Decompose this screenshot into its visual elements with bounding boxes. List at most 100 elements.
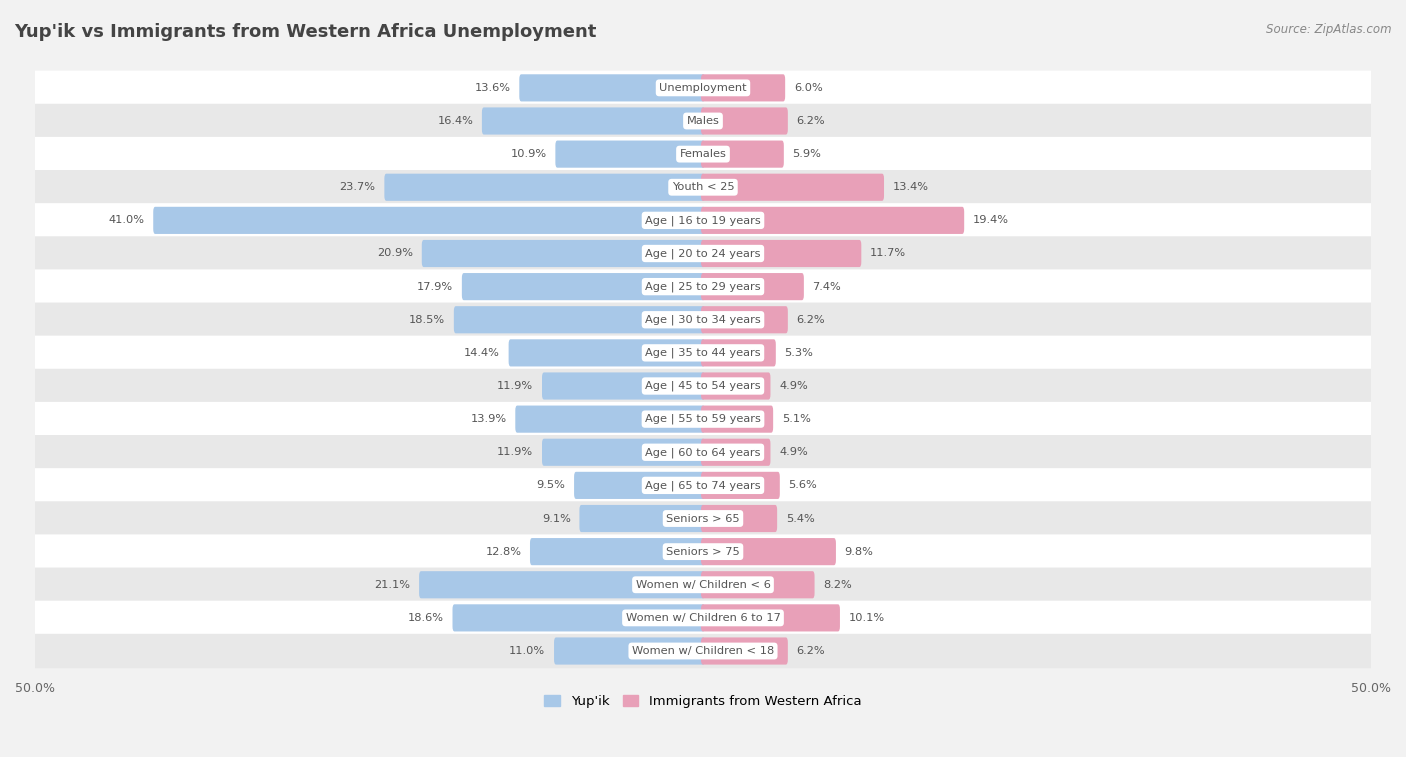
Text: 16.4%: 16.4% [437, 116, 474, 126]
Text: 13.4%: 13.4% [893, 182, 929, 192]
FancyBboxPatch shape [702, 372, 770, 400]
Text: 5.3%: 5.3% [785, 348, 813, 358]
Text: 18.6%: 18.6% [408, 613, 444, 623]
FancyBboxPatch shape [35, 534, 1371, 569]
FancyBboxPatch shape [461, 273, 704, 301]
Text: 11.9%: 11.9% [498, 447, 533, 457]
FancyBboxPatch shape [579, 505, 704, 532]
FancyBboxPatch shape [35, 335, 1371, 370]
FancyBboxPatch shape [519, 74, 704, 101]
FancyBboxPatch shape [702, 306, 787, 333]
FancyBboxPatch shape [702, 141, 783, 168]
FancyBboxPatch shape [482, 107, 704, 135]
FancyBboxPatch shape [153, 207, 704, 234]
FancyBboxPatch shape [555, 141, 704, 168]
Text: Women w/ Children 6 to 17: Women w/ Children 6 to 17 [626, 613, 780, 623]
FancyBboxPatch shape [702, 472, 780, 499]
Text: Males: Males [686, 116, 720, 126]
Text: 4.9%: 4.9% [779, 447, 808, 457]
FancyBboxPatch shape [574, 472, 704, 499]
Text: 18.5%: 18.5% [409, 315, 446, 325]
Text: 6.2%: 6.2% [797, 646, 825, 656]
FancyBboxPatch shape [35, 203, 1371, 238]
FancyBboxPatch shape [702, 273, 804, 301]
FancyBboxPatch shape [35, 70, 1371, 105]
Text: 9.8%: 9.8% [845, 547, 873, 556]
Text: 7.4%: 7.4% [813, 282, 841, 291]
Text: 14.4%: 14.4% [464, 348, 501, 358]
Text: 17.9%: 17.9% [418, 282, 453, 291]
Text: 8.2%: 8.2% [824, 580, 852, 590]
Text: Age | 45 to 54 years: Age | 45 to 54 years [645, 381, 761, 391]
Text: Age | 60 to 64 years: Age | 60 to 64 years [645, 447, 761, 457]
Text: Seniors > 65: Seniors > 65 [666, 513, 740, 524]
FancyBboxPatch shape [35, 435, 1371, 469]
FancyBboxPatch shape [702, 637, 787, 665]
FancyBboxPatch shape [35, 170, 1371, 204]
Text: 11.0%: 11.0% [509, 646, 546, 656]
FancyBboxPatch shape [702, 572, 814, 598]
FancyBboxPatch shape [35, 303, 1371, 337]
Text: Age | 20 to 24 years: Age | 20 to 24 years [645, 248, 761, 259]
Text: 21.1%: 21.1% [374, 580, 411, 590]
Text: 11.7%: 11.7% [870, 248, 905, 258]
Text: Women w/ Children < 18: Women w/ Children < 18 [631, 646, 775, 656]
Text: 20.9%: 20.9% [377, 248, 413, 258]
Text: Age | 55 to 59 years: Age | 55 to 59 years [645, 414, 761, 425]
FancyBboxPatch shape [509, 339, 704, 366]
Text: 5.4%: 5.4% [786, 513, 814, 524]
FancyBboxPatch shape [35, 369, 1371, 403]
Text: 5.9%: 5.9% [793, 149, 821, 159]
FancyBboxPatch shape [702, 240, 862, 267]
Text: 11.9%: 11.9% [498, 381, 533, 391]
Text: 9.1%: 9.1% [541, 513, 571, 524]
FancyBboxPatch shape [702, 107, 787, 135]
FancyBboxPatch shape [702, 207, 965, 234]
Text: Age | 65 to 74 years: Age | 65 to 74 years [645, 480, 761, 491]
Text: 41.0%: 41.0% [108, 216, 145, 226]
FancyBboxPatch shape [702, 339, 776, 366]
Legend: Yup'ik, Immigrants from Western Africa: Yup'ik, Immigrants from Western Africa [538, 690, 868, 714]
Text: Age | 25 to 29 years: Age | 25 to 29 years [645, 282, 761, 292]
Text: 6.0%: 6.0% [794, 83, 823, 93]
FancyBboxPatch shape [35, 236, 1371, 271]
Text: Age | 16 to 19 years: Age | 16 to 19 years [645, 215, 761, 226]
FancyBboxPatch shape [541, 438, 704, 466]
Text: 10.1%: 10.1% [849, 613, 884, 623]
Text: 13.9%: 13.9% [471, 414, 506, 424]
FancyBboxPatch shape [453, 604, 704, 631]
Text: 6.2%: 6.2% [797, 315, 825, 325]
FancyBboxPatch shape [702, 604, 839, 631]
FancyBboxPatch shape [35, 501, 1371, 536]
Text: Females: Females [679, 149, 727, 159]
Text: Source: ZipAtlas.com: Source: ZipAtlas.com [1267, 23, 1392, 36]
Text: 5.6%: 5.6% [789, 481, 817, 491]
FancyBboxPatch shape [35, 137, 1371, 171]
Text: 23.7%: 23.7% [340, 182, 375, 192]
Text: Unemployment: Unemployment [659, 83, 747, 93]
Text: 13.6%: 13.6% [475, 83, 510, 93]
Text: Women w/ Children < 6: Women w/ Children < 6 [636, 580, 770, 590]
Text: Age | 35 to 44 years: Age | 35 to 44 years [645, 347, 761, 358]
Text: Seniors > 75: Seniors > 75 [666, 547, 740, 556]
FancyBboxPatch shape [422, 240, 704, 267]
FancyBboxPatch shape [702, 505, 778, 532]
FancyBboxPatch shape [419, 572, 704, 598]
FancyBboxPatch shape [702, 538, 837, 565]
Text: 10.9%: 10.9% [510, 149, 547, 159]
Text: Yup'ik vs Immigrants from Western Africa Unemployment: Yup'ik vs Immigrants from Western Africa… [14, 23, 596, 41]
FancyBboxPatch shape [702, 406, 773, 433]
FancyBboxPatch shape [35, 269, 1371, 304]
Text: 4.9%: 4.9% [779, 381, 808, 391]
FancyBboxPatch shape [35, 600, 1371, 635]
FancyBboxPatch shape [384, 173, 704, 201]
FancyBboxPatch shape [530, 538, 704, 565]
FancyBboxPatch shape [454, 306, 704, 333]
FancyBboxPatch shape [541, 372, 704, 400]
Text: 12.8%: 12.8% [485, 547, 522, 556]
FancyBboxPatch shape [35, 468, 1371, 503]
Text: Youth < 25: Youth < 25 [672, 182, 734, 192]
FancyBboxPatch shape [35, 568, 1371, 602]
FancyBboxPatch shape [702, 438, 770, 466]
FancyBboxPatch shape [35, 402, 1371, 436]
